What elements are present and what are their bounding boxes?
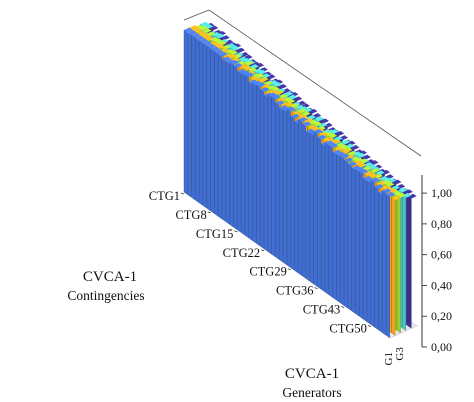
top-frame (183, 9, 422, 157)
ctg-tick-label: CTG15 (196, 227, 234, 241)
bar-grid (183, 21, 417, 339)
bar-ctg13-gen1 (229, 60, 239, 228)
bar-ctg41-gen1 (336, 152, 346, 304)
ctg-tick-label: CTG1 (149, 189, 180, 203)
bar-ctg28-gen1 (286, 106, 296, 268)
bar-ctg18-gen1 (248, 79, 258, 241)
bar-ctg33-gen1 (305, 128, 315, 282)
bar-ctg7-gen1 (206, 43, 216, 212)
bar-ctg46-gen1 (355, 166, 365, 317)
bar-ctg29-gen1 (290, 113, 300, 271)
bar-ctg45-gen1 (351, 165, 361, 314)
contingency-axis: CTG1 CTG8 CTG15 CTG22 CTG29 CTG36 CTG43 CTG50 (149, 189, 372, 335)
bar-ctg11-gen1 (221, 56, 232, 222)
bar-ctg35-gen1 (313, 129, 323, 287)
bar-ctg1-gen1 (183, 27, 193, 195)
top-frame-line (208, 9, 422, 157)
bar-ctg2-gen1 (187, 30, 197, 198)
bar-ctg21-gen1 (260, 87, 270, 249)
bar-ctg5-gen1 (199, 38, 209, 206)
bar-ctg30-gen1 (294, 118, 304, 274)
contingency-axis-subtitle: Contingencies (67, 288, 144, 303)
top-frame-edge (183, 9, 210, 21)
bar-ctg38-gen1 (324, 140, 335, 295)
bar-ctg14-gen1 (233, 62, 243, 231)
generator-axis-title: CVCA-1 (285, 366, 339, 382)
ctg-tick-label: CTG22 (223, 246, 261, 260)
bar-ctg27-gen1 (282, 107, 293, 266)
ctg-tick (314, 287, 318, 290)
bar-ctg9-gen1 (214, 49, 224, 217)
bar-ctg15-gen1 (237, 68, 247, 233)
bar-ctg32-gen1 (302, 121, 312, 279)
bar-ctg17-gen1 (244, 72, 254, 239)
bar-ctg54-gen4 (402, 192, 412, 331)
bar-ctg36-gen1 (317, 134, 327, 290)
ctg-tick (234, 230, 238, 233)
ctg-tick-label: CTG8 (175, 208, 206, 222)
value-tick-label: 0,60 (431, 248, 452, 262)
bar-ctg54-gen2 (391, 195, 401, 336)
ctg-tick (287, 268, 291, 271)
bar-ctg48-gen1 (363, 176, 373, 322)
bar-ctg53-gen1 (382, 188, 392, 336)
value-tick-label: 0,40 (431, 278, 452, 292)
bar-ctg44-gen1 (347, 161, 357, 312)
bar-ctg39-gen1 (328, 143, 338, 298)
ctg-tick (260, 249, 265, 252)
bar-ctg25-gen1 (275, 100, 285, 260)
bar-ctg43-gen1 (344, 157, 354, 309)
bar-ctg24-gen1 (271, 94, 281, 258)
value-tick-label: 0,80 (431, 217, 452, 231)
bar-ctg42-gen1 (340, 153, 350, 306)
value-tick-label: 1,00 (431, 186, 452, 200)
bar-ctg26-gen1 (279, 105, 289, 263)
bar-ctg31-gen1 (298, 117, 308, 276)
value-tick-label: 0,00 (431, 340, 452, 354)
ctg-tick (180, 192, 185, 195)
bar-ctg49-gen1 (366, 178, 377, 325)
gen-tick-label: G1 (383, 352, 395, 365)
bar-ctg23-gen1 (267, 92, 277, 255)
bar-ctg54-gen5 (407, 193, 417, 329)
bar-ctg47-gen1 (359, 169, 369, 320)
value-axis: 0,00 0,20 0,40 0,60 0,80 1,00 (421, 175, 452, 354)
bar-ctg6-gen1 (202, 41, 212, 209)
bar-ctg10-gen1 (218, 51, 228, 220)
bar-ctg50-gen1 (370, 177, 380, 328)
generator-axis-subtitle: Generators (282, 385, 341, 400)
ctg-tick (367, 325, 372, 327)
gen-tick-label: G3 (394, 347, 406, 361)
bar-ctg54-gen3 (396, 192, 406, 334)
bar-ctg19-gen1 (252, 80, 262, 244)
ctg-tick (207, 211, 211, 214)
bar-ctg4-gen1 (195, 35, 205, 203)
bar-ctg54-gen1 (385, 191, 396, 339)
bar-ctg8-gen1 (210, 46, 220, 214)
ctg-tick-label: CTG29 (249, 265, 287, 279)
ctg-tick (341, 306, 345, 308)
ctg-tick-label: CTG36 (276, 284, 314, 298)
bar-ctg16-gen1 (241, 70, 251, 236)
bar-ctg51-gen1 (374, 184, 384, 331)
bar-ctg20-gen1 (256, 82, 266, 247)
bar-ctg40-gen1 (332, 149, 342, 301)
ctg-tick-label: CTG50 (329, 321, 367, 335)
bar-ctg3-gen1 (191, 33, 201, 201)
value-tick-label: 0,20 (431, 309, 452, 323)
ctg-tick-label: CTG43 (303, 303, 341, 317)
bar-ctg12-gen1 (225, 59, 235, 225)
contingency-axis-title: CVCA-1 (83, 269, 137, 285)
